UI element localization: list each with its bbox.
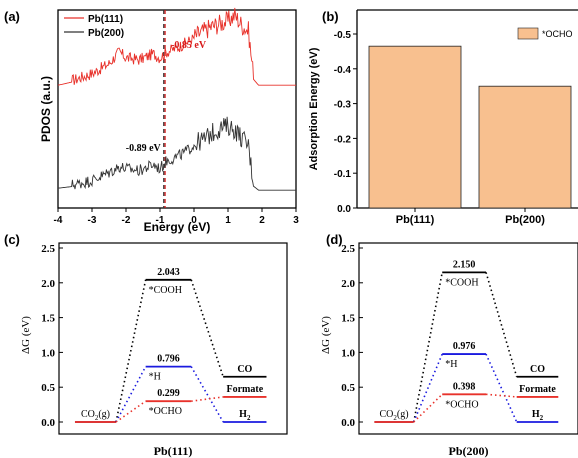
intermediate-name-label: *H (445, 359, 457, 370)
panel-b-ytick-label: -0.5 (334, 30, 352, 41)
panel-ytick-label: 1.0 (341, 347, 355, 359)
intermediate-name-label: *OCHO (445, 399, 478, 410)
panel-b-bar (478, 85, 572, 209)
panel-b-bar (368, 45, 462, 209)
panel-ytick-label: 0.5 (41, 382, 55, 394)
panel-a-annotation-200: -0.89 eV (126, 143, 162, 154)
intermediate-value-label: 2.043 (157, 267, 180, 278)
product-label: Formate (519, 384, 556, 395)
panel-ytick-label: 2.0 (341, 278, 355, 290)
panel-ytick-label: 1.5 (341, 313, 355, 325)
intermediate-value-label: 0.299 (157, 388, 180, 399)
panel-ylabel: ΔG (eV) (320, 316, 332, 354)
intermediate-value-label: 0.398 (453, 381, 476, 392)
panel-ytick-label: 2.5 (341, 243, 355, 255)
panel-b: (b) Pb(111) Pb(200) -0.5 -0.4 -0.3 -0.2 -0.1 0.0… (308, 9, 578, 226)
panel-a-xtick-label: 3 (293, 215, 299, 226)
panel-a-xtick-label: -1 (156, 215, 165, 226)
intermediate-value-label: 2.150 (453, 259, 476, 270)
panel-b-ytick-label: -0.4 (334, 65, 352, 76)
connector-line (115, 400, 147, 423)
panel-a-frame (57, 9, 297, 209)
panel-frame (358, 242, 578, 435)
panel-b-legend-label: *OCHO (542, 29, 573, 39)
panel-a-series-line (57, 7, 296, 86)
connector-line (485, 272, 518, 377)
panel-ytick-label: 1.0 (41, 347, 55, 359)
connector-line (485, 393, 517, 398)
connector-line (115, 279, 147, 423)
connector-line (115, 366, 147, 423)
panel-ylabel: ΔG (eV) (20, 316, 32, 354)
product-label: CO (530, 364, 545, 375)
connector-line (190, 366, 224, 423)
panel-a-xtick-label: 0 (191, 215, 197, 226)
connector-line (413, 353, 443, 423)
connector-line (191, 396, 224, 402)
product-label: H2 (239, 409, 251, 422)
connector-line (412, 272, 444, 423)
connector-line (190, 279, 224, 378)
intermediate-name-label: *COOH (149, 285, 182, 296)
panel-surface-label: Pb(200) (449, 444, 489, 458)
panel-b-ytick-label: -0.2 (334, 134, 352, 145)
panel-a-xtick-label: -4 (54, 215, 63, 226)
panel-ytick-label: 0.5 (341, 382, 355, 394)
panel-b-category-label: Pb(111) (396, 214, 435, 226)
product-label: H2 (532, 409, 544, 422)
panel-a-legend-label: Pb(111) (88, 14, 123, 25)
panel-ytick-label: 1.5 (41, 313, 55, 325)
panel-a-xtick-label: 2 (259, 215, 265, 226)
panel-b-legend-swatch (517, 27, 539, 40)
intermediate-name-label: *H (149, 372, 161, 383)
panel-letter: (c) (4, 232, 20, 247)
panel-b-category-label: Pb(200) (505, 214, 545, 226)
panel-ytick-label: 2.0 (41, 278, 55, 290)
panel-b-letter: (b) (322, 9, 339, 24)
panel-a-ylabel: PDOS (a.u.) (39, 76, 53, 142)
panel-b-ytick-label: -0.1 (334, 169, 352, 180)
panel-ytick-label: 2.5 (41, 243, 55, 255)
panel-b-ytick-label: -0.3 (334, 100, 352, 111)
panel-a-xtick-label: -2 (122, 215, 131, 226)
panel-a-annotation-111: -0.85 eV (171, 40, 207, 51)
co2-label: CO2(g) (81, 409, 110, 422)
panel-ytick-label: 0.0 (341, 417, 355, 429)
panel-a: (a) Pb(111) Pb(200) -0.85 eV -0.89 eV -4 -3 -2 -… (4, 7, 299, 234)
panel-a-xtick-label: -3 (88, 215, 97, 226)
panel-b-ylabel: Adsorption Energy (eV) (308, 47, 320, 170)
co2-label: CO2(g) (380, 409, 409, 422)
panel-surface-label: Pb(111) (154, 444, 193, 458)
panel-a-legend-label: Pb(200) (88, 28, 124, 39)
panel-frame (58, 242, 288, 435)
panel-b-ytick-label: 0.0 (337, 204, 351, 215)
connector-line (485, 353, 518, 423)
intermediate-value-label: 0.796 (157, 354, 180, 365)
panel-a-series-line (57, 116, 296, 191)
panel-a-xlabel: Energy (eV) (144, 220, 211, 234)
intermediate-name-label: *COOH (445, 277, 478, 288)
panel-c: (c) 0.0 0.5 1.0 1.5 2.0 2.5 ΔG (eV) Pb(111) CO2(g… (4, 232, 288, 458)
panel-a-xtick-label: 1 (225, 215, 231, 226)
panel-letter: (d) (326, 232, 343, 247)
panel-d: (d) 0.0 0.5 1.0 1.5 2.0 2.5 ΔG (eV) Pb(200) CO2(g… (320, 232, 578, 458)
product-label: CO (237, 364, 252, 375)
intermediate-name-label: *OCHO (149, 406, 182, 417)
intermediate-value-label: 0.976 (453, 341, 476, 352)
product-label: Formate (226, 384, 263, 395)
panel-ytick-label: 0.0 (41, 417, 55, 429)
panel-a-letter: (a) (4, 9, 20, 24)
